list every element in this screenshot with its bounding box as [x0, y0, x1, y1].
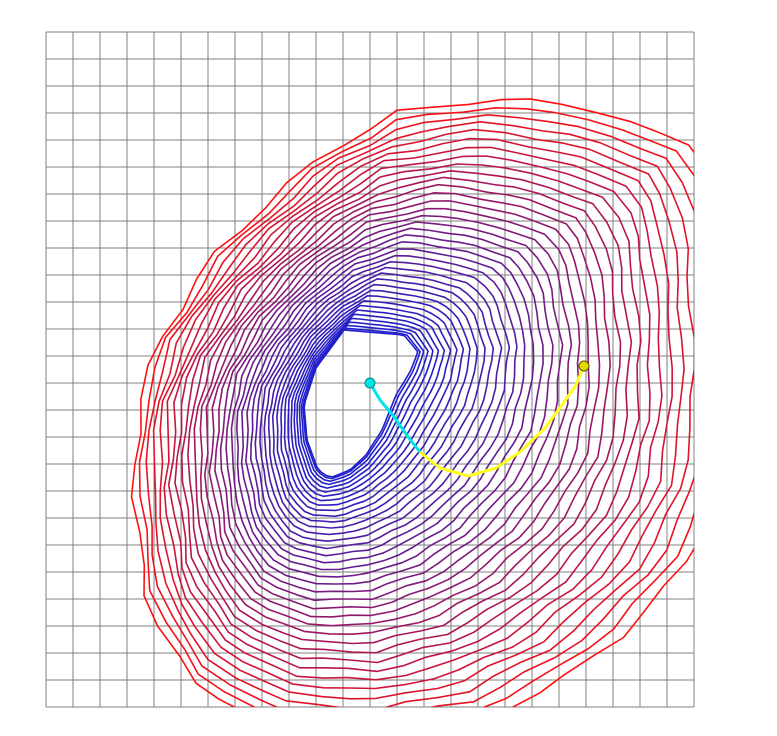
contour-line	[263, 272, 495, 536]
contour-line	[225, 221, 564, 593]
contour-line	[174, 155, 651, 673]
descent-paths	[364, 360, 590, 478]
contour-line	[204, 192, 601, 627]
contour-line	[208, 200, 591, 618]
contour-line	[245, 248, 526, 564]
contour-line	[293, 313, 440, 493]
contour-line	[250, 254, 518, 557]
contour-line	[130, 98, 694, 707]
contour-line	[145, 114, 694, 707]
contour-line	[193, 176, 622, 645]
cyan-path	[368, 382, 422, 453]
contour-line	[298, 321, 429, 486]
contour-line	[230, 227, 554, 585]
contour-line	[159, 128, 685, 700]
contour-line	[163, 137, 674, 690]
contour-line	[214, 207, 581, 610]
contour-line	[303, 329, 419, 478]
contour-line	[152, 121, 694, 707]
contour-line	[287, 304, 452, 502]
contour-line	[254, 260, 511, 550]
contour-line	[296, 317, 434, 489]
contour-lines	[130, 98, 694, 707]
contour-line	[271, 283, 479, 523]
contour-line	[267, 278, 486, 529]
contour-line	[187, 170, 633, 654]
contour-line	[283, 299, 458, 506]
contour-line	[276, 289, 471, 518]
yellow-path-start-marker	[578, 360, 590, 372]
contour-line	[219, 214, 573, 602]
contour-line	[300, 324, 425, 483]
contour-line	[236, 234, 544, 578]
contour-line	[290, 309, 446, 498]
contour-line	[302, 327, 421, 480]
contour-line	[259, 266, 503, 543]
contour-line	[199, 183, 612, 636]
contour-line	[167, 146, 663, 681]
contour-line	[138, 107, 694, 707]
grid	[45, 31, 695, 708]
cyan-path-start-marker	[364, 377, 376, 389]
contour-line	[240, 241, 535, 571]
contour-line	[280, 294, 465, 512]
yellow-path	[419, 365, 586, 478]
contour-line	[181, 163, 642, 664]
